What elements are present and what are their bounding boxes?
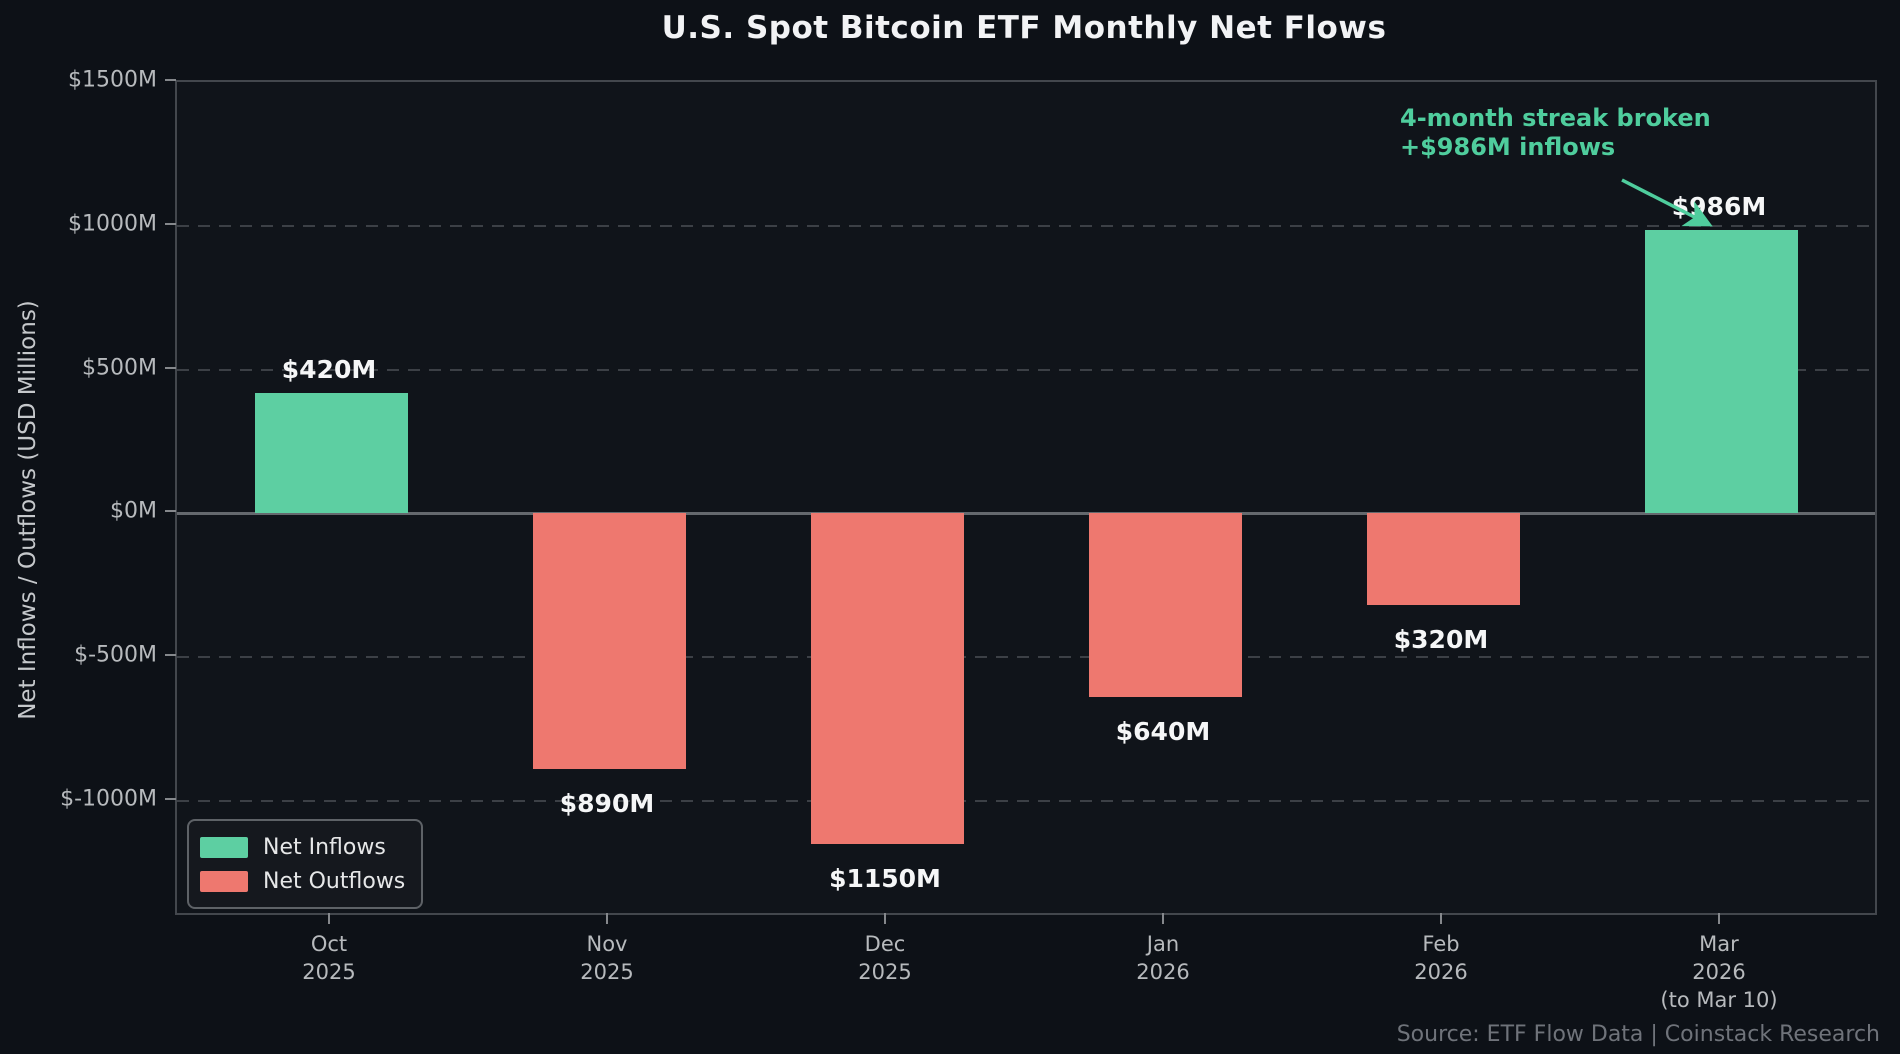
chart-title: U.S. Spot Bitcoin ETF Monthly Net Flows: [661, 10, 1387, 46]
y-tick-label: $1500M: [68, 67, 157, 93]
x-tick-label: Dec 2025: [858, 930, 911, 986]
x-tick-label: Oct 2025: [302, 930, 355, 986]
y-tick: [165, 366, 176, 369]
legend-label: Net Inflows: [263, 834, 386, 860]
bar: [810, 513, 964, 844]
legend-item: Net Inflows: [200, 830, 405, 864]
bar-value-label: $1150M: [829, 863, 941, 893]
x-tick-label-line: Dec: [864, 932, 906, 956]
x-tick-label-line: (to Mar 10): [1660, 988, 1778, 1012]
x-tick-label: Nov 2025: [580, 930, 633, 986]
bar-value-label: $986M: [1671, 191, 1767, 221]
zero-line: [177, 512, 1875, 516]
x-tick-label: Mar 2026 (to Mar 10): [1660, 930, 1777, 1014]
gridline: [177, 656, 1875, 659]
x-tick-label-line: Mar: [1699, 932, 1739, 956]
y-tick-label: $1000M: [68, 211, 157, 237]
x-tick-label-line: Jan: [1146, 932, 1180, 956]
x-tick-label-line: 2025: [858, 960, 912, 984]
x-tick-label-line: Feb: [1422, 932, 1460, 956]
plot-area: [175, 80, 1877, 915]
legend-label: Net Outflows: [263, 868, 406, 894]
x-tick-label-line: 2026: [1136, 960, 1190, 984]
source-credit: Source: ETF Flow Data | Coinstack Resear…: [1396, 1022, 1880, 1047]
x-tick-label-line: 2026: [1414, 960, 1468, 984]
x-tick-label-line: Oct: [310, 932, 348, 956]
y-tick: [165, 654, 176, 657]
bar-value-label: $640M: [1115, 717, 1211, 747]
x-tick-label: Jan 2026: [1136, 930, 1189, 986]
x-tick: [1440, 913, 1442, 924]
legend-swatch-icon: [200, 870, 248, 892]
bar: [1366, 513, 1520, 606]
x-tick-label-line: 2026: [1692, 960, 1746, 984]
y-tick-label: $500M: [82, 355, 157, 381]
bar-value-label: $320M: [1393, 625, 1489, 655]
x-tick: [606, 913, 608, 924]
x-tick: [1162, 913, 1164, 924]
y-tick: [165, 510, 176, 513]
annotation-line2: +$986M inflows: [1400, 133, 1616, 161]
bar: [1644, 229, 1798, 514]
annotation-line1: 4-month streak broken: [1400, 104, 1711, 132]
bar-value-label: $890M: [559, 789, 655, 819]
bar: [1088, 513, 1242, 698]
y-tick: [165, 79, 176, 81]
x-tick: [1718, 913, 1720, 924]
x-tick-label-line: 2025: [580, 960, 634, 984]
x-tick: [328, 913, 330, 924]
y-tick: [165, 222, 176, 225]
y-tick-label: $-500M: [74, 642, 157, 668]
x-tick-label-line: Nov: [586, 932, 628, 956]
bar: [532, 513, 686, 770]
y-tick-label: $0M: [110, 498, 157, 524]
gridline: [177, 368, 1875, 371]
gridline: [177, 224, 1875, 227]
x-tick: [884, 913, 886, 924]
x-tick-label: Feb 2026: [1414, 930, 1467, 986]
y-tick: [165, 797, 176, 800]
bar-value-label: $420M: [281, 354, 377, 384]
bar: [254, 392, 408, 514]
legend-item: Net Outflows: [200, 864, 405, 898]
y-tick-label: $-1000M: [60, 786, 157, 812]
legend: Net Inflows Net Outflows: [187, 819, 424, 909]
annotation-callout: 4-month streak broken +$986M inflows: [1400, 104, 1711, 162]
gridline: [177, 799, 1875, 802]
legend-swatch-icon: [200, 836, 248, 858]
x-tick-label-line: 2025: [302, 960, 356, 984]
